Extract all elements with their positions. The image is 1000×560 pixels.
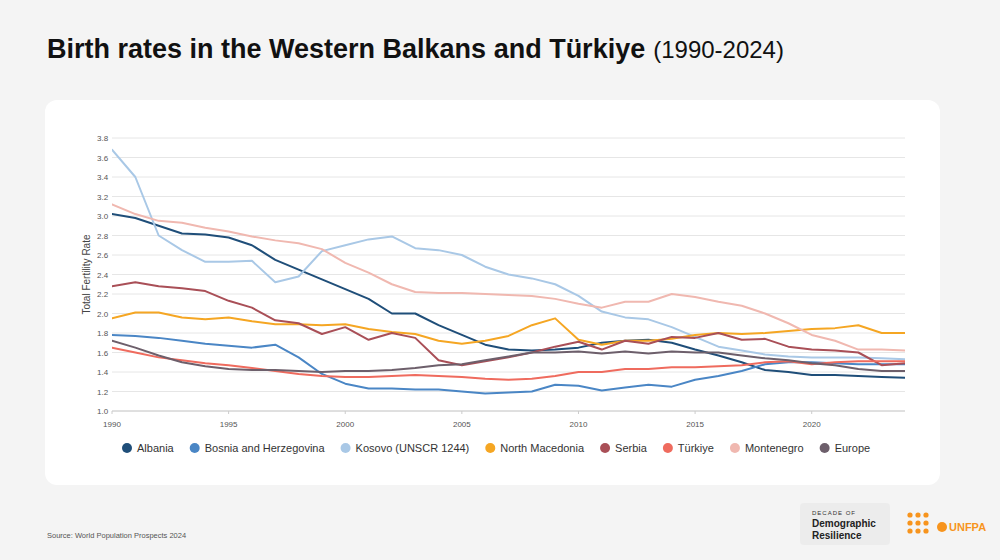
legend-label: Montenegro bbox=[745, 442, 804, 454]
series-line bbox=[112, 204, 905, 350]
series-line bbox=[112, 335, 905, 394]
x-axis-line bbox=[112, 411, 905, 412]
x-tick bbox=[461, 411, 462, 414]
series-line bbox=[112, 313, 905, 345]
x-tick bbox=[112, 411, 113, 414]
legend-swatch bbox=[341, 443, 351, 453]
lines bbox=[112, 150, 905, 394]
card bbox=[45, 100, 940, 485]
x-tick bbox=[578, 411, 579, 414]
x-tick bbox=[695, 411, 696, 414]
legend-swatch bbox=[820, 443, 830, 453]
grid-line bbox=[112, 138, 905, 139]
y-tick-label: 3.6 bbox=[97, 154, 109, 163]
legend: Albania Bosnia and Herzegovina Kosovo (UNS… bbox=[122, 442, 870, 454]
x-tick-label: 2010 bbox=[570, 420, 588, 429]
legend-swatch bbox=[122, 443, 132, 453]
grid-line bbox=[112, 333, 905, 334]
logo-dot bbox=[907, 520, 912, 525]
grid-line bbox=[112, 313, 905, 314]
y-tick-label: 3.4 bbox=[97, 173, 109, 182]
grid bbox=[112, 138, 905, 411]
x-tick bbox=[228, 411, 229, 414]
logo-emblem bbox=[937, 522, 947, 532]
title-line: Birth rates in the Western Balkans and T… bbox=[47, 34, 784, 64]
logo-dot bbox=[915, 512, 920, 517]
legend-label: Kosovo (UNSCR 1244) bbox=[356, 442, 470, 454]
legend-label: Türkiye bbox=[678, 442, 714, 454]
grid-line bbox=[112, 411, 905, 412]
grid-line bbox=[112, 216, 905, 217]
background bbox=[0, 0, 1000, 560]
y-tick-label: 1.4 bbox=[97, 368, 109, 377]
y-tick-label: 2.2 bbox=[97, 290, 109, 299]
series-line bbox=[112, 348, 905, 380]
x-tick-label: 1995 bbox=[220, 420, 238, 429]
x-tick-label: 2000 bbox=[336, 420, 354, 429]
legend-swatch bbox=[730, 443, 740, 453]
logo-dot bbox=[923, 520, 928, 525]
logo-text: Demographic bbox=[812, 518, 876, 529]
y-tick-label: 1.8 bbox=[97, 329, 109, 338]
y-tick-label: 2.4 bbox=[97, 271, 109, 280]
grid-line bbox=[112, 157, 905, 158]
legend-swatch bbox=[663, 443, 673, 453]
legend-label: Bosnia and Herzegovina bbox=[205, 442, 326, 454]
y-axis-label: Total Fertility Rate bbox=[81, 234, 92, 314]
grid-line bbox=[112, 255, 905, 256]
legend-swatch bbox=[600, 443, 610, 453]
y-tick-label: 1.0 bbox=[97, 407, 109, 416]
logo-dot bbox=[915, 528, 920, 533]
x-tick-label: 2020 bbox=[803, 420, 821, 429]
x-tick-label: 2005 bbox=[453, 420, 471, 429]
logo-dot bbox=[923, 528, 928, 533]
legend-label: Albania bbox=[137, 442, 175, 454]
chart-root: Birth rates in the Western Balkans and T… bbox=[0, 0, 1000, 560]
y-tick-label: 2.0 bbox=[97, 310, 109, 319]
y-tick-label: 2.6 bbox=[97, 251, 109, 260]
y-tick-label: 3.8 bbox=[97, 134, 109, 143]
source: Source: World Population Prospects 2024 bbox=[47, 531, 186, 540]
subtitle: (1990-2024) bbox=[653, 36, 784, 63]
legend-swatch bbox=[485, 443, 495, 453]
logo-dot bbox=[923, 512, 928, 517]
logo-dot bbox=[907, 528, 912, 533]
y-tick-label: 1.6 bbox=[97, 349, 109, 358]
x-tick-label: 2015 bbox=[686, 420, 704, 429]
grid-line bbox=[112, 235, 905, 236]
series-line bbox=[112, 150, 905, 360]
y-tick-label: 2.8 bbox=[97, 232, 109, 241]
grid-line bbox=[112, 352, 905, 353]
x-tick bbox=[345, 411, 346, 414]
grid-line bbox=[112, 177, 905, 178]
series-line bbox=[112, 341, 905, 372]
y-tick-label: 1.2 bbox=[97, 388, 109, 397]
logo-dot bbox=[907, 512, 912, 517]
logo-text: DECADE OF bbox=[812, 510, 856, 516]
legend-label: Serbia bbox=[615, 442, 648, 454]
grid-line bbox=[112, 196, 905, 197]
y-tick-label: 3.0 bbox=[97, 212, 109, 221]
logo-text: Resilience bbox=[812, 530, 862, 541]
logo-text: UNFPA bbox=[949, 521, 986, 533]
logo-dot bbox=[915, 520, 920, 525]
title: Birth rates in the Western Balkans and T… bbox=[47, 34, 645, 64]
y-tick-label: 3.2 bbox=[97, 193, 109, 202]
x-tick-label: 1990 bbox=[103, 420, 121, 429]
logo-box bbox=[800, 503, 890, 545]
legend-label: North Macedonia bbox=[500, 442, 585, 454]
legend-label: Europe bbox=[835, 442, 870, 454]
x-tick bbox=[811, 411, 812, 414]
legend-swatch bbox=[190, 443, 200, 453]
